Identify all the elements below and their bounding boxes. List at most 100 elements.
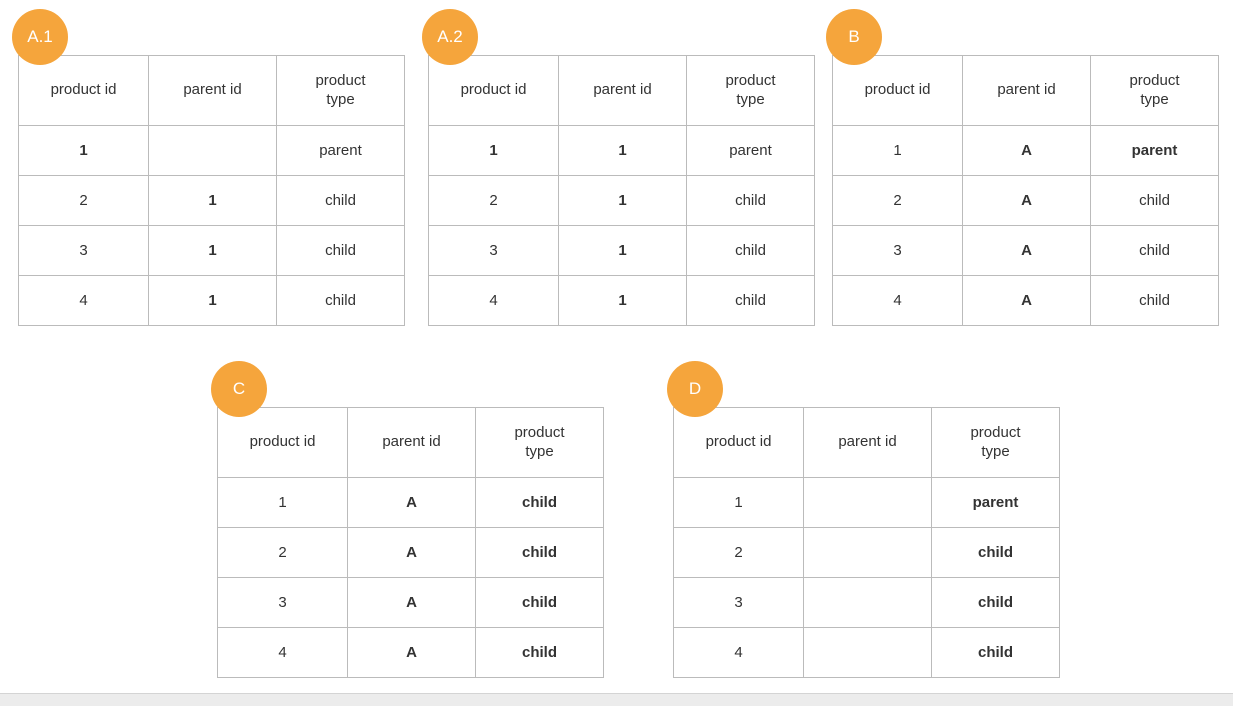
column-header: product id bbox=[18, 55, 149, 126]
table-cell: 1 bbox=[558, 125, 687, 176]
table-cell: child bbox=[1090, 225, 1219, 276]
column-header: product id bbox=[832, 55, 963, 126]
column-header: parent id bbox=[962, 55, 1091, 126]
table-cell: A bbox=[962, 175, 1091, 226]
table-row: 4 1 child bbox=[18, 275, 405, 326]
table-cell: 1 bbox=[832, 125, 963, 176]
table-cell: 3 bbox=[217, 577, 348, 628]
header-row: product id parent id product type bbox=[673, 407, 1060, 478]
table-cell: parent bbox=[276, 125, 405, 176]
table-cell: child bbox=[276, 175, 405, 226]
header-row: product id parent id product type bbox=[832, 55, 1219, 126]
table-cell: parent bbox=[931, 477, 1060, 528]
table-cell: child bbox=[931, 577, 1060, 628]
column-header: parent id bbox=[803, 407, 932, 478]
table-cell: 1 bbox=[18, 125, 149, 176]
badge-d: D bbox=[667, 361, 723, 417]
table-row: 1 1 parent bbox=[428, 125, 815, 176]
table-cell: child bbox=[931, 527, 1060, 578]
table-cell: A bbox=[962, 275, 1091, 326]
badge-b: B bbox=[826, 9, 882, 65]
table-cell: A bbox=[962, 225, 1091, 276]
table-cell: 1 bbox=[558, 275, 687, 326]
badge-a1: A.1 bbox=[12, 9, 68, 65]
table-row: 4 child bbox=[673, 627, 1060, 678]
table-cell bbox=[803, 477, 932, 528]
badge-a2: A.2 bbox=[422, 9, 478, 65]
table-cell bbox=[803, 577, 932, 628]
table-cell: 3 bbox=[428, 225, 559, 276]
table-cell bbox=[148, 125, 277, 176]
table-cell: 1 bbox=[148, 175, 277, 226]
column-header: product id bbox=[428, 55, 559, 126]
table-cell: 4 bbox=[217, 627, 348, 678]
table-cell: 1 bbox=[428, 125, 559, 176]
table-row: 1 parent bbox=[18, 125, 405, 176]
table-cell: 4 bbox=[18, 275, 149, 326]
table-row: 4 1 child bbox=[428, 275, 815, 326]
column-header: parent id bbox=[558, 55, 687, 126]
table-cell: 3 bbox=[832, 225, 963, 276]
table-cell: A bbox=[347, 627, 476, 678]
column-header: product type bbox=[475, 407, 604, 478]
table-cell: 4 bbox=[428, 275, 559, 326]
product-table-d: product id parent id product type 1 parent 2… bbox=[673, 407, 1060, 678]
column-header: product type bbox=[1090, 55, 1219, 126]
column-header: product type bbox=[931, 407, 1060, 478]
table-cell: 4 bbox=[832, 275, 963, 326]
product-table-a1: product id parent id product type 1 parent 2… bbox=[18, 55, 405, 326]
table-cell: 1 bbox=[558, 175, 687, 226]
table-cell: child bbox=[1090, 175, 1219, 226]
table-cell: 4 bbox=[673, 627, 804, 678]
table-cell: child bbox=[475, 577, 604, 628]
table-cell: A bbox=[347, 577, 476, 628]
table-cell: A bbox=[347, 477, 476, 528]
table-row: 3 child bbox=[673, 577, 1060, 628]
table-cell: 3 bbox=[18, 225, 149, 276]
table-cell: 1 bbox=[558, 225, 687, 276]
column-header: product id bbox=[673, 407, 804, 478]
table-cell: parent bbox=[1090, 125, 1219, 176]
table-row: 2 child bbox=[673, 527, 1060, 578]
table-cell: child bbox=[686, 275, 815, 326]
badge-c: C bbox=[211, 361, 267, 417]
column-header: parent id bbox=[347, 407, 476, 478]
table-cell bbox=[803, 527, 932, 578]
table-cell: child bbox=[276, 275, 405, 326]
header-row: product id parent id product type bbox=[18, 55, 405, 126]
header-row: product id parent id product type bbox=[428, 55, 815, 126]
table-cell: 3 bbox=[673, 577, 804, 628]
table-row: 2 1 child bbox=[428, 175, 815, 226]
column-header: product id bbox=[217, 407, 348, 478]
table-cell: 2 bbox=[673, 527, 804, 578]
table-cell: child bbox=[931, 627, 1060, 678]
table-row: 1 parent bbox=[673, 477, 1060, 528]
table-cell: parent bbox=[686, 125, 815, 176]
column-header: product type bbox=[276, 55, 405, 126]
table-row: 3 1 child bbox=[428, 225, 815, 276]
table-cell: A bbox=[347, 527, 476, 578]
table-cell: 1 bbox=[148, 275, 277, 326]
column-header: parent id bbox=[148, 55, 277, 126]
column-header: product type bbox=[686, 55, 815, 126]
table-cell: child bbox=[686, 225, 815, 276]
table-cell: 1 bbox=[673, 477, 804, 528]
table-cell: child bbox=[475, 627, 604, 678]
table-cell: 1 bbox=[217, 477, 348, 528]
product-table-a2: product id parent id product type 1 1 parent… bbox=[428, 55, 815, 326]
header-row: product id parent id product type bbox=[217, 407, 604, 478]
bottom-divider bbox=[0, 693, 1233, 706]
table-row: 2 1 child bbox=[18, 175, 405, 226]
table-cell: A bbox=[962, 125, 1091, 176]
